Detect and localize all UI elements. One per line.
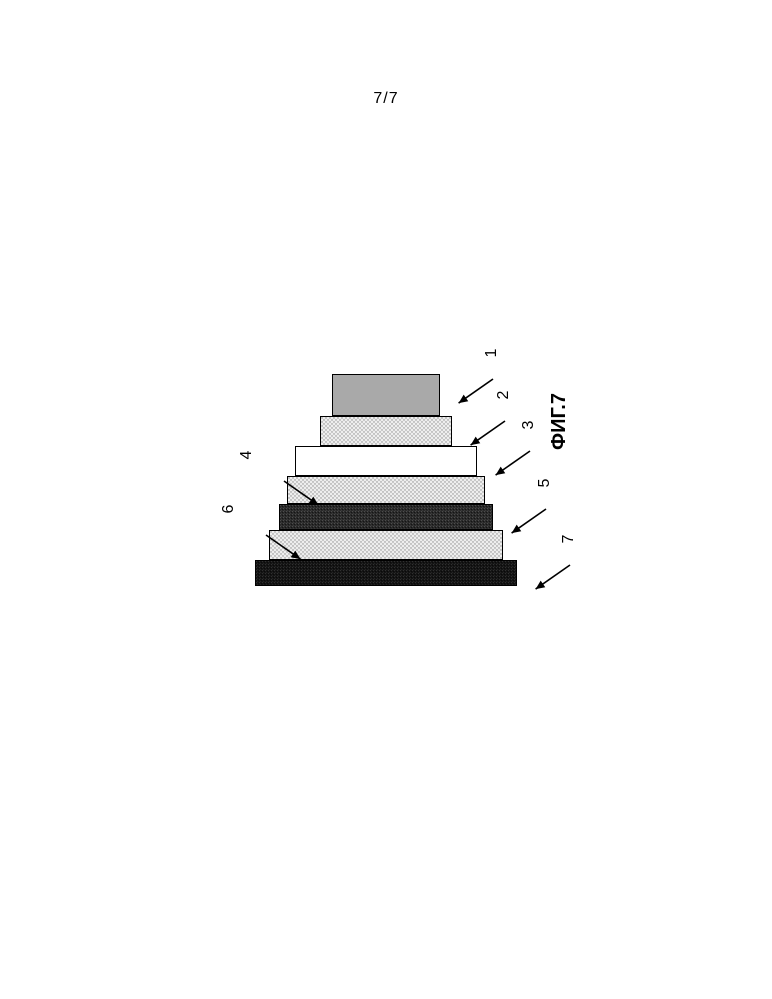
layer-label-7: 7 bbox=[560, 529, 578, 549]
layer-label-5: 5 bbox=[536, 473, 554, 493]
layer-label-4: 4 bbox=[238, 445, 256, 465]
layer-stack-diagram: 1 2 3 4 5 6 7 bbox=[0, 0, 772, 999]
figure-caption: ФИГ.7 bbox=[548, 393, 571, 450]
layer-5 bbox=[279, 504, 493, 530]
layer-label-1: 1 bbox=[483, 343, 501, 363]
layer-6 bbox=[269, 530, 503, 560]
layer-2 bbox=[320, 416, 452, 446]
page: 7/7 bbox=[0, 0, 772, 999]
layer-label-3: 3 bbox=[520, 415, 538, 435]
layer-3 bbox=[295, 446, 477, 476]
callout-arrow-4 bbox=[259, 456, 309, 511]
layer-4 bbox=[287, 476, 485, 504]
layer-7 bbox=[255, 560, 517, 586]
callout-arrow-6 bbox=[241, 510, 291, 565]
layer-label-2: 2 bbox=[495, 385, 513, 405]
layer-label-6: 6 bbox=[220, 499, 238, 519]
layer-1 bbox=[332, 374, 440, 416]
